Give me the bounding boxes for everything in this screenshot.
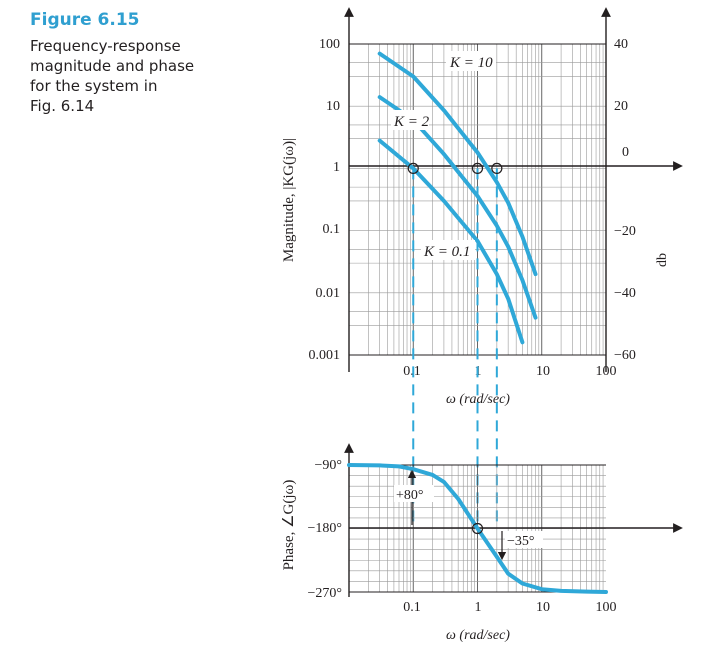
figure-caption-text: Frequency-response magnitude and phase f… (30, 37, 195, 115)
series-labels: K = 10 K = 2 K = 0.1 (391, 51, 496, 260)
series-label-k10: K = 10 (449, 55, 493, 71)
db-tick-label: −40 (614, 286, 636, 301)
series-label-k01: K = 0.1 (423, 244, 470, 260)
label-backdrop (446, 51, 496, 71)
phase-curve (347, 463, 608, 594)
db-tick-labels: 40 20 0 −20 −40 −60 (614, 37, 636, 363)
crossover-marker-2 (491, 162, 503, 174)
magnitude-grid (349, 43, 606, 356)
db-tick-label: 20 (614, 99, 628, 114)
db-tick-label: −60 (614, 348, 636, 363)
label-backdrop (505, 531, 543, 548)
mag-tick-label: 1 (333, 160, 340, 175)
phase-crossover-marker (471, 522, 484, 535)
mag-tick-label: 0.001 (309, 348, 341, 363)
mag-x-tick-label: 10 (536, 364, 550, 379)
db-tick-label: 0 (622, 145, 629, 160)
mag-tick-label: 0.1 (323, 222, 341, 237)
db-tick-label: 40 (614, 37, 628, 52)
label-backdrop (394, 485, 434, 502)
magnitude-y-tick-labels: 100 10 1 0.1 0.01 0.001 (309, 37, 341, 363)
phase-margin-80-label: +80° (396, 488, 424, 503)
figure-label: Figure 6.15 (30, 10, 140, 30)
phase-x-tick-labels: 0.1 1 10 100 (403, 600, 616, 615)
mag-tick-label: 100 (319, 37, 340, 52)
db-axis-label: db (655, 253, 670, 267)
phase-y-tick-labels: −90° −180° −270° (308, 458, 343, 601)
phase-margin-35-label: −35° (507, 534, 535, 549)
phase-tick-label: −90° (315, 458, 343, 473)
phase-curve-group (347, 463, 608, 594)
figure-caption: Figure 6.15 Frequency-response magnitude… (30, 10, 250, 116)
magnitude-x-tick-labels: 0.1 1 10 100 (403, 364, 616, 379)
mag-tick-label: 10 (326, 99, 340, 114)
series-label-k2: K = 2 (393, 114, 430, 130)
label-backdrop (421, 240, 475, 260)
crossover-guide-lines (412, 168, 498, 528)
phase-annotations: +80° −35° (394, 469, 543, 561)
phase-x-tick-label: 0.1 (403, 600, 421, 615)
phase-tick-label: −180° (308, 521, 343, 536)
phase-x-tick-label: 1 (475, 600, 482, 615)
crossover-marker-0 (407, 162, 419, 174)
phase-x-tick-label: 100 (596, 600, 617, 615)
phase-x-axis-label: ω (rad/sec) (446, 628, 510, 643)
crossover-markers (407, 162, 503, 174)
mag-x-tick-label: 0.1 (403, 364, 421, 379)
magnitude-x-axis-label: ω (rad/sec) (446, 392, 510, 407)
db-tick-label: −20 (614, 224, 636, 239)
mag-x-tick-label: 100 (596, 364, 617, 379)
magnitude-y-axis-label: Magnitude, |KG(jω)| (281, 138, 297, 262)
mag-tick-label: 0.01 (316, 286, 341, 301)
magnitude-curve-0 (377, 51, 538, 277)
phase-x-tick-label: 10 (536, 600, 550, 615)
label-backdrop (391, 110, 429, 130)
crossover-marker-1 (471, 162, 484, 174)
phase-y-axis-label: Phase, ∠G(jω) (281, 480, 297, 571)
phase-tick-label: −270° (308, 586, 343, 601)
